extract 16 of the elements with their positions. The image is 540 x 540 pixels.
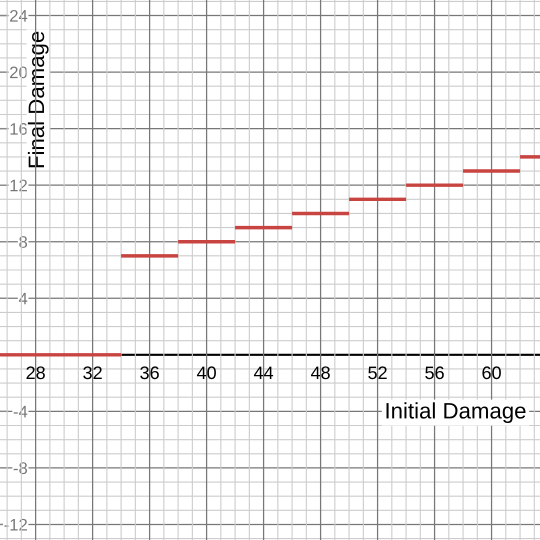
x-axis-title: Initial Damage <box>386 402 526 424</box>
x-tick-label: 32 <box>83 366 102 380</box>
y-tick-label: -12 <box>4 518 27 530</box>
x-tick-label: 48 <box>310 366 330 380</box>
x-tick-label: 60 <box>482 366 501 380</box>
y-tick-label: 12 <box>10 180 27 192</box>
x-tick-label: 56 <box>425 366 444 380</box>
x-tick-label: 28 <box>26 366 45 380</box>
x-tick-label: 36 <box>140 366 159 380</box>
y-tick-label: 24 <box>10 10 28 22</box>
y-tick-label: 20 <box>10 66 28 78</box>
y-tick-label: -4 <box>14 406 28 418</box>
x-tick-label: 52 <box>368 366 387 380</box>
x-tick-label: 40 <box>196 366 216 380</box>
x-tick-label: 44 <box>254 366 274 380</box>
y-tick-label: 16 <box>10 123 28 135</box>
